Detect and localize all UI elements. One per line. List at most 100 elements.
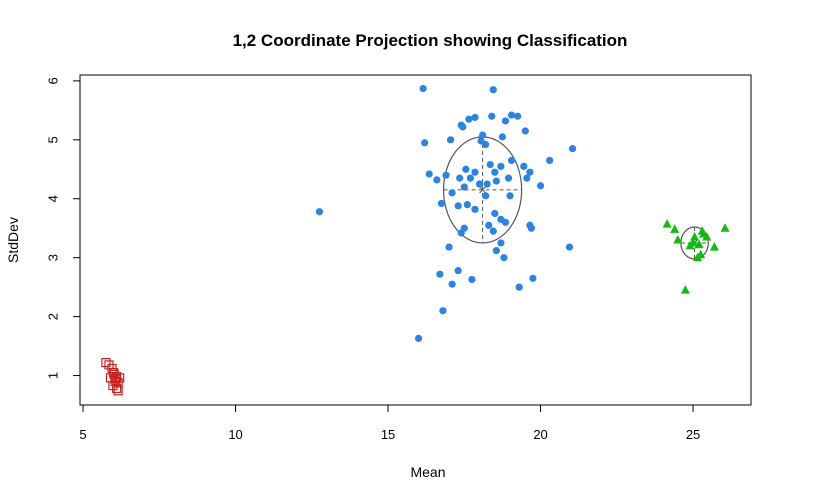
data-point-circle [456,174,464,182]
data-point-circle [448,189,456,197]
data-point-circle [448,280,456,288]
data-point-square [108,367,119,378]
data-point-circle [514,112,522,120]
x-axis-label: Mean [410,464,445,480]
data-point-circle [526,168,534,176]
data-point-circle [414,334,423,343]
data-point-circle [454,267,462,275]
x-tick-label: 15 [381,427,395,442]
data-point-circle [436,270,444,278]
data-point-circle [491,168,499,176]
data-point-circle [419,84,427,93]
data-point-circle [482,140,490,149]
data-point-circle [421,139,429,147]
data-point-circle [315,208,324,216]
chart-title: 1,2 Coordinate Projection showing Classi… [233,31,628,50]
data-point-circle [475,180,484,188]
data-point-circle [468,275,476,284]
data-point-circle [501,117,510,125]
data-point-circle [437,199,446,208]
data-point-triangle [662,219,672,228]
data-point-circle [507,111,516,119]
data-point-circle [565,243,574,251]
data-point-circle [460,224,468,232]
data-point-circle [460,183,468,191]
x-tick-label: 10 [228,427,242,442]
data-point-triangle [694,239,704,249]
data-point-triangle [688,237,698,247]
data-point-circle [568,145,577,153]
y-tick-label: 1 [45,372,60,379]
data-point-circle [471,168,479,176]
data-point-circle [483,180,491,188]
data-point-circle [471,113,479,122]
y-tick-label: 5 [45,136,60,143]
data-point-circle [486,160,494,169]
cluster-ellipses [110,136,709,383]
x-tick-label: 20 [533,427,547,442]
y-axis-label: StdDev [5,217,21,263]
data-point-circle [515,283,523,291]
data-point-circle [497,162,505,170]
data-point-circle [546,156,554,165]
data-point-circle [529,274,537,282]
data-point-circle [446,136,455,144]
data-point-circle [445,243,453,251]
data-point-circle [489,86,497,94]
data-point-circle [485,221,493,229]
data-point-circle [523,174,531,182]
data-point-circle [454,202,462,210]
data-point-triangle [720,223,730,232]
data-point-circle [465,115,473,123]
data-point-circle [498,133,507,141]
y-tick-label: 4 [45,195,60,202]
data-point-circle [459,123,467,131]
data-point-triangle [680,285,690,294]
x-axis: 5 10 15 20 25 [79,404,700,442]
data-point-circle [479,131,487,139]
x-tick-label: 5 [79,427,86,442]
data-point-circle [425,170,433,178]
y-tick-label: 6 [45,77,60,84]
data-point-triangle [690,232,700,241]
data-point-circle [482,192,490,200]
data-point-circle [497,239,505,247]
data-point-circle [439,307,447,315]
data-point-circle [442,171,450,179]
data-point-circle [463,201,471,209]
data-point-circle [501,218,510,226]
y-tick-label: 3 [45,254,60,261]
data-point-circle [520,162,528,170]
data-point-circle [506,192,514,200]
y-axis: 1 2 3 4 5 6 [45,77,81,379]
data-point-circle [462,165,470,173]
plot-frame [79,74,752,406]
data-point-circle [466,174,474,182]
data-point-triangle [696,249,706,259]
data-point-circle [536,182,545,190]
data-point-triangle [670,224,680,233]
data-point-circle [521,127,529,135]
y-tick-label: 2 [45,313,60,320]
data-point-circle [492,247,500,255]
data-point-square [111,383,122,394]
data-points [101,84,730,396]
data-point-square [101,357,111,368]
ellipse-center [479,186,486,194]
data-point-circle [488,112,496,120]
data-point-circle [489,227,497,235]
data-point-square [113,386,123,396]
data-point-triangle [673,235,683,244]
data-point-circle [507,156,516,165]
data-point-circle [527,224,536,232]
data-point-triangle [709,242,719,251]
data-point-circle [504,174,513,182]
data-point-circle [433,176,441,184]
data-point-square [111,374,121,384]
data-point-circle [491,209,499,218]
data-point-circle [500,254,508,262]
data-point-circle [492,177,500,185]
x-tick-label: 25 [686,427,700,442]
data-point-triangle [702,232,712,241]
